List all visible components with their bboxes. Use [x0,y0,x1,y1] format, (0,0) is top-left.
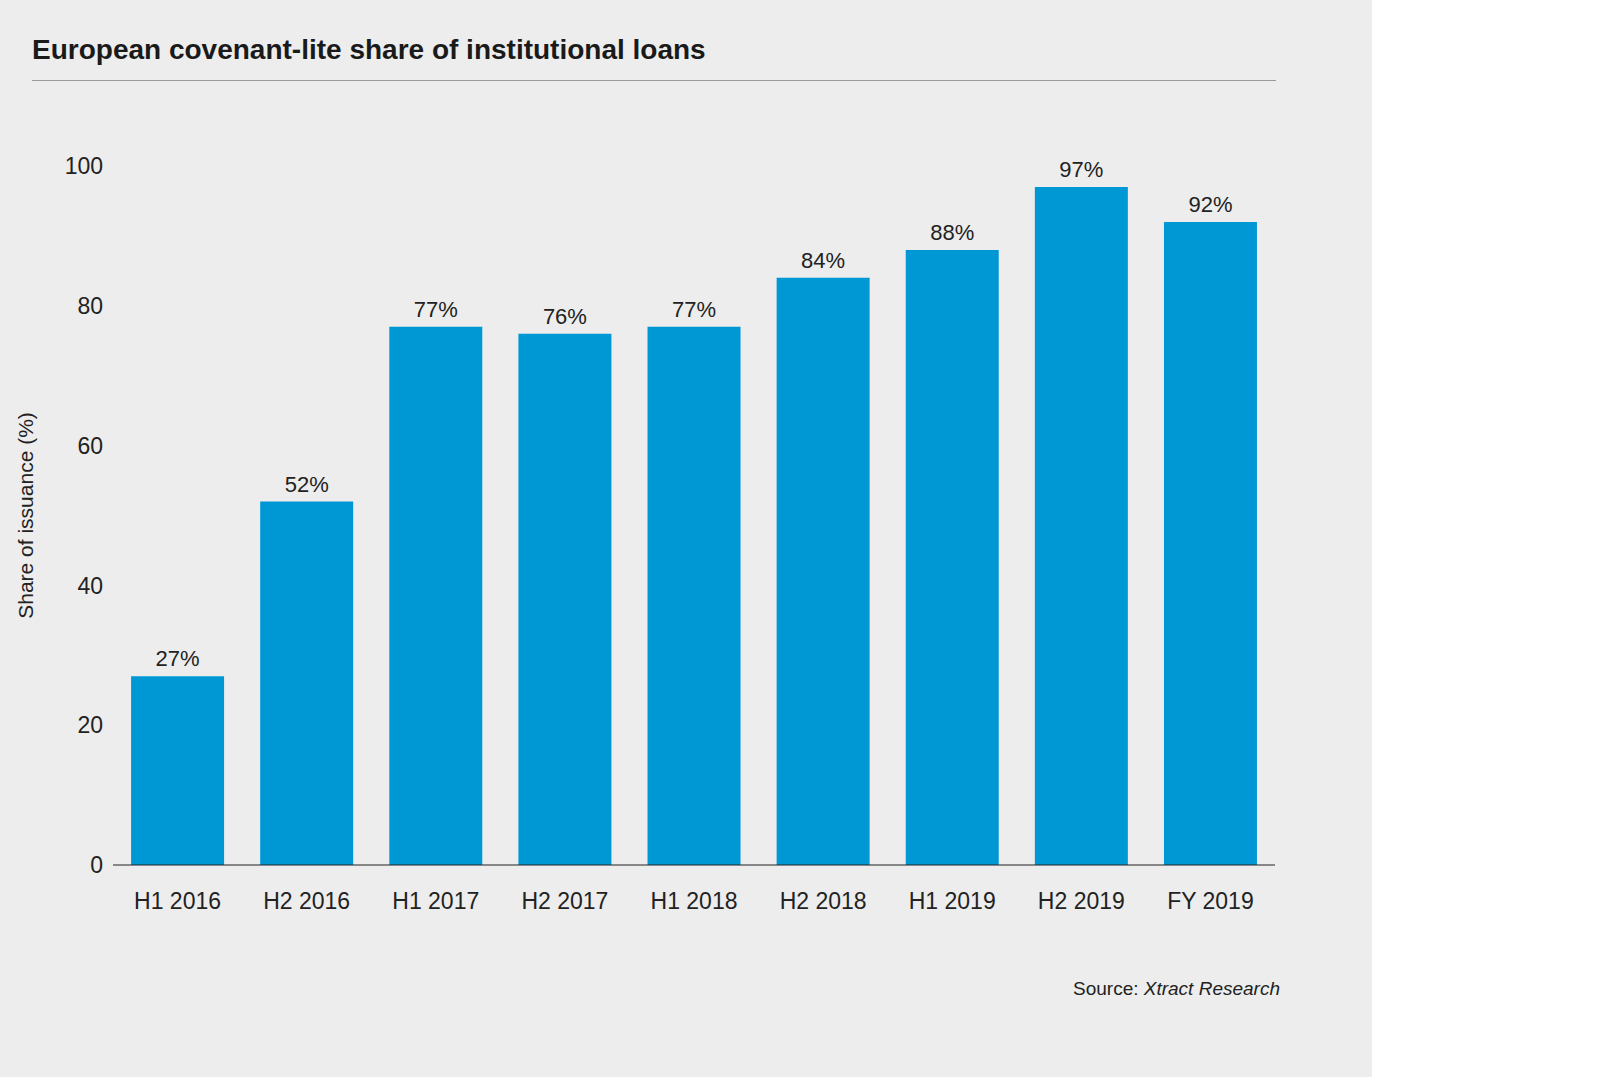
svg-text:H1 2016: H1 2016 [134,888,221,914]
svg-text:92%: 92% [1188,192,1232,217]
svg-text:Share of issuance (%): Share of issuance (%) [14,412,37,619]
svg-text:100: 100 [65,153,103,179]
svg-text:84%: 84% [801,248,845,273]
svg-text:97%: 97% [1059,157,1103,182]
svg-text:40: 40 [77,573,103,599]
svg-text:H2 2018: H2 2018 [780,888,867,914]
html-text:Source: Xtract Research: Source: Xtract Research [1073,978,1280,999]
svg-text:H1 2018: H1 2018 [651,888,738,914]
svg-text:60: 60 [77,433,103,459]
svg-text:76%: 76% [543,304,587,329]
svg-text:88%: 88% [930,220,974,245]
svg-text:H2 2019: H2 2019 [1038,888,1125,914]
svg-text:0: 0 [90,852,103,878]
svg-text:27%: 27% [156,646,200,671]
svg-text:77%: 77% [672,297,716,322]
svg-text:20: 20 [77,712,103,738]
svg-text:H2 2016: H2 2016 [263,888,350,914]
html-text:European covenant-lite share o: European covenant-lite share of institut… [32,34,706,65]
svg-text:H1 2019: H1 2019 [909,888,996,914]
svg-text:H1 2017: H1 2017 [392,888,479,914]
svg-text:H2 2017: H2 2017 [521,888,608,914]
svg-text:77%: 77% [414,297,458,322]
svg-text:80: 80 [77,293,103,319]
svg-text:FY 2019: FY 2019 [1167,888,1254,914]
svg-text:52%: 52% [285,472,329,497]
